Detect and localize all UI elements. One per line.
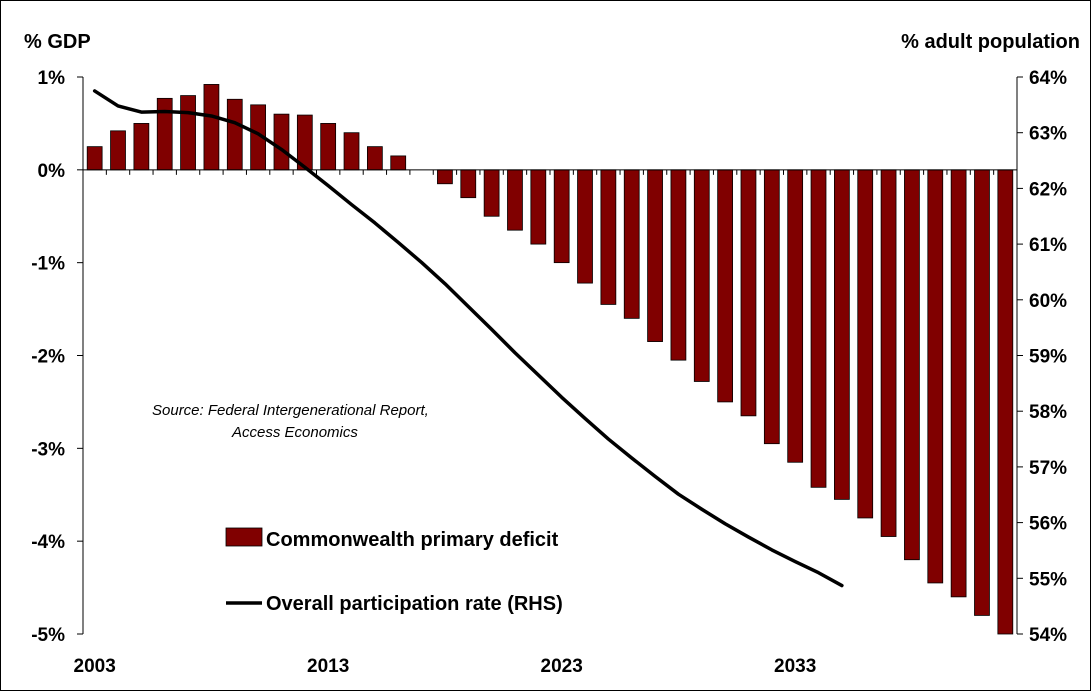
left-tick-label: -2% xyxy=(31,347,65,368)
right-tick-label: 55% xyxy=(1029,569,1067,590)
bar xyxy=(904,169,920,561)
bar xyxy=(553,169,570,264)
x-tick-label: 2023 xyxy=(541,656,583,677)
bar xyxy=(437,169,453,185)
source-note-line2: Access Economics xyxy=(231,424,358,441)
left-tick-label: -4% xyxy=(31,532,65,553)
x-tick-label: 2013 xyxy=(307,656,349,677)
right-tick-label: 64% xyxy=(1029,68,1067,89)
left-tick-label: -5% xyxy=(31,625,65,646)
x-axis: 2003 2013 2023 2033 xyxy=(74,169,1017,677)
bar xyxy=(623,169,640,319)
bar xyxy=(950,169,967,598)
bar xyxy=(763,169,780,445)
legend: Commonwealth primary deficit Overall par… xyxy=(225,527,563,615)
bar xyxy=(600,169,617,305)
right-tick-label: 56% xyxy=(1029,514,1067,535)
bar xyxy=(343,132,360,171)
bar xyxy=(693,169,710,382)
legend-bar-swatch xyxy=(225,527,263,547)
bar xyxy=(273,113,290,171)
bar xyxy=(320,123,337,171)
bar xyxy=(647,169,663,342)
bar xyxy=(997,169,1014,635)
left-axis-title: % GDP xyxy=(24,31,91,53)
left-axis: 1% 0% -1% -2% -3% -4% -5% xyxy=(31,68,84,646)
left-tick-label: 1% xyxy=(38,68,66,89)
bar xyxy=(483,169,500,217)
bar xyxy=(180,95,196,171)
participation-rate-line xyxy=(92,89,844,588)
legend-label-participation: Overall participation rate (RHS) xyxy=(266,593,563,615)
right-tick-label: 60% xyxy=(1029,291,1067,312)
bar xyxy=(787,169,804,463)
left-tick-label: 0% xyxy=(38,161,66,182)
bar xyxy=(156,97,173,171)
right-tick-label: 54% xyxy=(1029,625,1067,646)
bar-series xyxy=(86,84,1014,635)
x-tick-label: 2003 xyxy=(74,656,116,677)
x-tick-label: 2033 xyxy=(774,656,816,677)
bar xyxy=(507,169,523,231)
bar xyxy=(366,146,383,171)
left-tick-label: -1% xyxy=(31,254,65,275)
bar xyxy=(226,98,243,171)
bar xyxy=(390,155,407,171)
right-tick-label: 58% xyxy=(1029,402,1067,423)
bar xyxy=(810,169,827,488)
right-axis-title: % adult population xyxy=(901,31,1080,53)
bar xyxy=(203,84,220,171)
bar xyxy=(974,169,990,616)
bar xyxy=(577,169,593,284)
bar xyxy=(740,169,757,417)
legend-label-deficit: Commonwealth primary deficit xyxy=(266,529,559,551)
bar xyxy=(110,130,126,171)
bar xyxy=(460,169,477,199)
right-tick-label: 63% xyxy=(1029,124,1067,145)
bar xyxy=(927,169,944,584)
bar xyxy=(670,169,687,361)
right-tick-label: 59% xyxy=(1029,347,1067,368)
right-tick-label: 57% xyxy=(1029,458,1067,479)
left-tick-label: -3% xyxy=(31,439,65,460)
right-axis: 64% 63% 62% 61% 60% 59% 58% 57% 56% 55% 54% xyxy=(1016,68,1067,646)
bar xyxy=(717,169,733,403)
right-tick-label: 62% xyxy=(1029,179,1067,200)
bar xyxy=(857,169,874,519)
bar xyxy=(880,169,897,537)
bar xyxy=(834,169,850,500)
bar xyxy=(133,123,150,171)
bar xyxy=(86,146,103,171)
source-note-line1: Source: Federal Intergenerational Report… xyxy=(152,402,429,419)
right-tick-label: 61% xyxy=(1029,235,1067,256)
bar xyxy=(530,169,547,245)
